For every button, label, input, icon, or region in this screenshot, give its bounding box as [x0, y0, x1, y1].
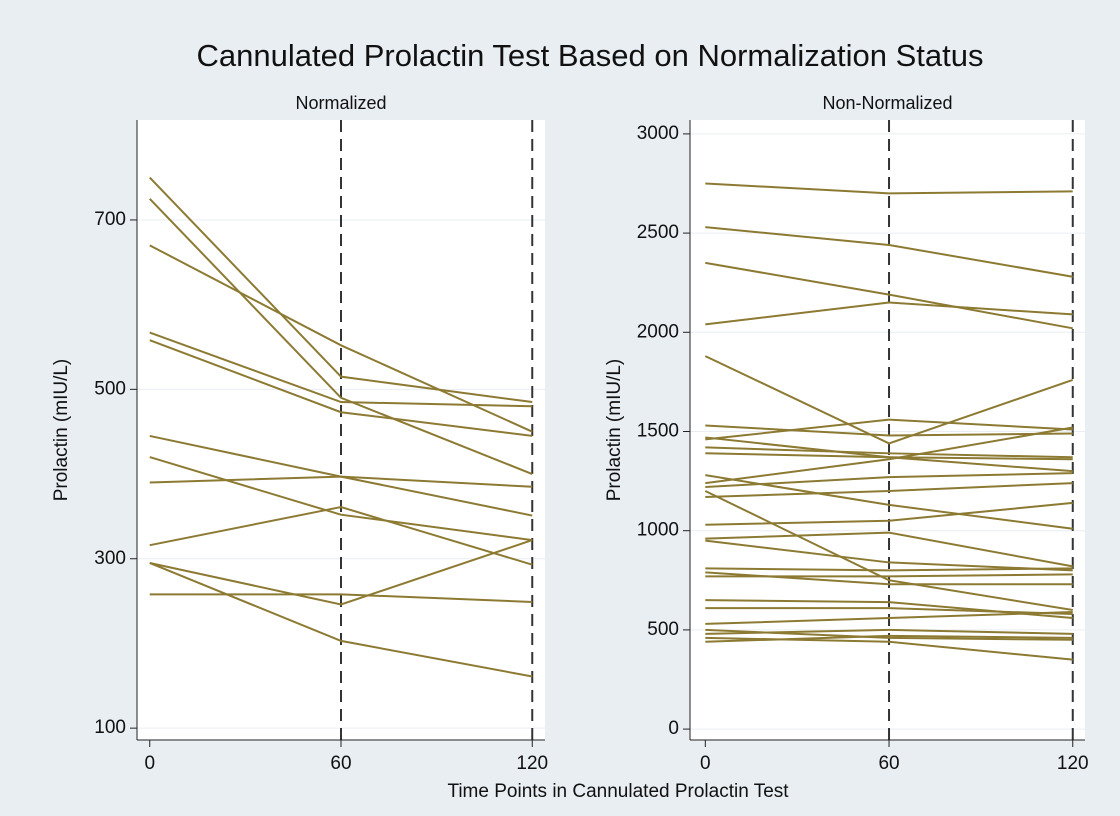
series-line: [705, 446, 1073, 459]
series-line: [149, 506, 533, 566]
series-line: [705, 226, 1073, 278]
series-line: [705, 301, 1073, 326]
series-line: [705, 611, 1073, 625]
series-line: [705, 567, 1073, 572]
panel-title: Non-Normalized: [822, 93, 952, 113]
series-line: [705, 424, 1073, 437]
y-tick-label: 500: [647, 619, 679, 640]
y-tick-label: 3000: [637, 123, 679, 144]
y-tick-label: 100: [94, 717, 126, 738]
series-line: [705, 182, 1073, 195]
y-axis-label: Prolactin (mIU/L): [604, 359, 625, 502]
y-tick-label: 1500: [637, 421, 679, 442]
series-line: [149, 475, 533, 488]
y-tick-label: 700: [94, 209, 126, 230]
series-line: [149, 539, 533, 606]
series-line: [705, 418, 1073, 441]
x-axis-label: Time Points in Cannulated Prolactin Test: [447, 781, 789, 802]
panel-title: Normalized: [295, 93, 386, 113]
x-tick-label: 0: [700, 753, 711, 774]
series-line: [704, 355, 1074, 445]
series-line: [149, 244, 533, 433]
series-line: [704, 490, 1073, 612]
chart-title: Cannulated Prolactin Test Based on Norma…: [197, 38, 984, 73]
series-line: [149, 198, 533, 475]
series-line: [705, 501, 1073, 526]
x-tick-label: 0: [144, 753, 155, 774]
y-axis-label: Prolactin (mIU/L): [51, 359, 72, 502]
series-line: [149, 331, 533, 408]
series-line: [705, 474, 1073, 530]
x-tick-label: 120: [1057, 753, 1089, 774]
series-line: [705, 472, 1073, 489]
series-line: [705, 573, 1073, 578]
series-line: [149, 339, 533, 437]
y-tick-label: 500: [94, 378, 126, 399]
series-line: [705, 426, 1073, 485]
series-line: [705, 539, 1073, 572]
plot-area: [690, 120, 1085, 740]
series-line: [705, 634, 1073, 643]
series-line: [149, 593, 533, 603]
series-line: [149, 562, 533, 678]
series-line: [705, 482, 1073, 498]
y-tick-label: 1000: [637, 520, 679, 541]
y-tick-label: 2000: [637, 321, 679, 342]
series-line: [149, 456, 533, 542]
series-line: [705, 261, 1073, 330]
y-tick-label: 2500: [637, 222, 679, 243]
x-tick-label: 60: [330, 753, 351, 774]
series-line: [705, 452, 1073, 461]
series-line: [705, 531, 1073, 568]
y-tick-label: 0: [668, 718, 679, 739]
series-line: [149, 176, 533, 404]
x-tick-label: 120: [516, 753, 548, 774]
y-tick-label: 300: [94, 548, 126, 569]
series-line: [705, 607, 1073, 616]
x-tick-label: 60: [878, 753, 899, 774]
series-line: [705, 628, 1073, 635]
